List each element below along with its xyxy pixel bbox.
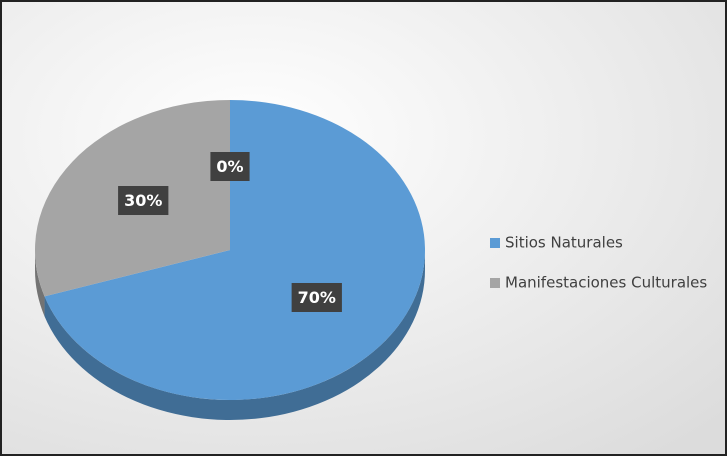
data-label: 30% <box>118 186 169 216</box>
data-label-text: 0% <box>216 157 243 176</box>
legend-label: Sitios Naturales <box>505 234 623 252</box>
data-label-box <box>291 282 342 312</box>
data-label: 70% <box>291 282 342 312</box>
data-label-box <box>118 186 169 216</box>
legend-swatch <box>490 278 500 288</box>
data-label-text: 30% <box>124 191 162 210</box>
slice <box>44 100 425 401</box>
legend-label: Manifestaciones Culturales <box>505 274 707 292</box>
data-label-box <box>210 152 250 181</box>
slice-side <box>35 250 45 317</box>
legend-swatch <box>490 238 500 248</box>
data-label-text: 70% <box>298 288 336 307</box>
data-label: 0% <box>210 152 250 181</box>
